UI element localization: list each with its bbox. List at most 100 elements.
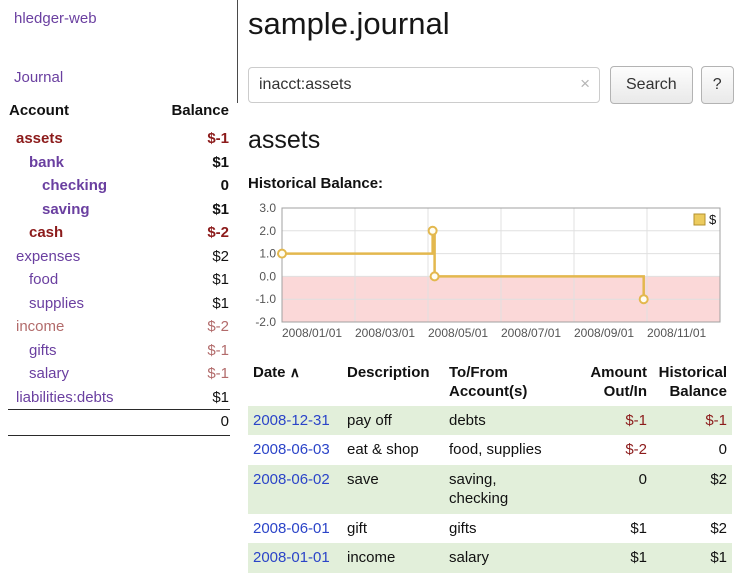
sidebar-account-link[interactable]: checking <box>42 177 108 194</box>
sidebar-account-row: food $1 <box>8 268 230 292</box>
cell-date: 2008-06-03 <box>248 435 342 465</box>
transaction-date-link[interactable]: 2008-06-01 <box>253 519 330 537</box>
sidebar-total-row: 0 <box>8 409 230 436</box>
sidebar-account-balance: $-1 <box>207 365 229 382</box>
sidebar-account-row: supplies $1 <box>8 292 230 316</box>
data-point-marker <box>638 294 649 305</box>
accounts-col-header: Account <box>9 102 69 119</box>
sort-asc-icon: ∧ <box>289 364 300 380</box>
svg-text:2008/07/01: 2008/07/01 <box>501 326 561 340</box>
sidebar-account-link[interactable]: bank <box>29 153 65 171</box>
search-button[interactable]: Search <box>610 66 693 104</box>
cell-date: 2008-06-01 <box>248 514 342 544</box>
cell-description: save <box>347 470 379 488</box>
sidebar-account-row: assets $-1 <box>8 127 230 151</box>
cell-balance: $-1 <box>705 411 727 429</box>
sidebar-account-link[interactable]: expenses <box>16 247 81 265</box>
svg-text:0.0: 0.0 <box>259 269 276 283</box>
data-point-marker <box>427 225 438 236</box>
transaction-date-link[interactable]: 2008-01-01 <box>253 549 330 566</box>
sidebar-account-balance: $1 <box>212 271 229 288</box>
sidebar-account-balance: $1 <box>212 294 229 312</box>
clear-search-icon[interactable]: × <box>580 74 590 93</box>
search-input[interactable] <box>248 67 600 103</box>
sidebar: hledger-web Journal Account Balance asse… <box>0 0 236 436</box>
svg-text:2008/01/01: 2008/01/01 <box>282 326 342 340</box>
cell-balance: $2 <box>710 519 727 537</box>
sidebar-account-link[interactable]: food <box>29 271 59 288</box>
col-header-balance[interactable]: Historical Balance <box>658 364 727 400</box>
data-point-marker <box>277 248 287 259</box>
sidebar-account-row: expenses $2 <box>8 245 230 269</box>
account-heading: assets <box>248 126 321 154</box>
nav-journal-link[interactable]: Journal <box>14 69 64 86</box>
sidebar-account-balance: $-1 <box>207 341 229 359</box>
sidebar-account-cell: income <box>8 315 150 339</box>
cell-amount: $-2 <box>625 441 647 458</box>
accounts-header-row: Account Balance <box>8 102 230 127</box>
cell-accounts: food, supplies <box>449 441 542 458</box>
sidebar-account-link[interactable]: supplies <box>29 294 85 312</box>
sidebar-account-row: salary $-1 <box>8 362 230 386</box>
sidebar-account-balance: $2 <box>212 247 229 265</box>
sidebar-account-row: liabilities:debts $1 <box>8 386 230 410</box>
sidebar-account-row: cash $-2 <box>8 221 230 245</box>
cell-date: 2008-06-02 <box>248 465 342 514</box>
cell-description: pay off <box>347 411 392 429</box>
cell-description: eat & shop <box>347 441 419 458</box>
chart-title: Historical Balance: <box>248 175 384 192</box>
svg-text:2008/03/01: 2008/03/01 <box>355 326 415 340</box>
cell-description: income <box>347 549 396 566</box>
main-panel: sample.journal × Search ? assets Histori… <box>248 0 734 573</box>
sidebar-account-row: checking 0 <box>8 174 230 198</box>
sidebar-account-row: bank $1 <box>8 151 230 175</box>
sidebar-account-balance: $-1 <box>207 130 229 147</box>
legend-label: $ <box>709 212 717 227</box>
svg-text:2008/11/01: 2008/11/01 <box>647 326 706 340</box>
col-header-date-label: Date <box>253 364 286 381</box>
sidebar-account-balance: $-2 <box>207 224 229 241</box>
table-row: 2008-12-31 pay off debts $-1 $-1 <box>248 405 732 435</box>
sidebar-account-link[interactable]: income <box>16 318 65 335</box>
cell-description: gift <box>347 519 368 537</box>
table-row: 2008-06-02 save saving, checking 0 $2 <box>248 464 732 514</box>
cell-accounts: debts <box>449 411 486 429</box>
sidebar-account-row: income $-2 <box>8 315 230 339</box>
brand-link[interactable]: hledger-web <box>14 10 97 27</box>
transaction-date-link[interactable]: 2008-06-02 <box>253 470 330 488</box>
cell-amount: $-1 <box>625 411 647 429</box>
transaction-date-link[interactable]: 2008-06-03 <box>253 441 330 458</box>
sidebar-account-row: saving $1 <box>8 198 230 222</box>
col-header-date[interactable]: Date ∧ <box>248 362 342 406</box>
table-row: 2008-06-03 eat & shop food, supplies $-2 0 <box>248 435 732 465</box>
sidebar-account-cell: food <box>8 268 150 292</box>
col-header-amount[interactable]: Amount Out/In <box>590 364 647 400</box>
register-table: Date ∧ Description To/From Account(s) Am… <box>248 362 732 573</box>
sidebar-account-link[interactable]: salary <box>29 365 70 382</box>
svg-text:2008/09/01: 2008/09/01 <box>574 326 634 340</box>
sidebar-account-link[interactable]: liabilities:debts <box>16 388 114 406</box>
svg-text:1.0: 1.0 <box>259 247 276 261</box>
col-header-description[interactable]: Description <box>347 364 430 381</box>
transaction-date-link[interactable]: 2008-12-31 <box>253 411 330 429</box>
sidebar-account-cell: expenses <box>8 245 150 269</box>
sidebar-total: 0 <box>149 409 230 436</box>
sidebar-account-link[interactable]: saving <box>42 200 90 218</box>
svg-text:2.0: 2.0 <box>259 224 276 238</box>
legend-swatch <box>693 213 706 226</box>
sidebar-account-link[interactable]: assets <box>16 130 63 147</box>
table-row: 2008-01-01 income salary $1 $1 <box>248 543 732 573</box>
sidebar-account-balance: $1 <box>212 153 229 171</box>
sidebar-account-balance: $1 <box>212 388 229 406</box>
cell-accounts: saving, checking <box>449 470 509 508</box>
sidebar-account-cell: assets <box>8 127 150 151</box>
help-button[interactable]: ? <box>700 66 734 104</box>
sidebar-account-cell: cash <box>8 221 150 245</box>
search-form: × Search ? <box>248 66 734 104</box>
balance-col-header: Balance <box>171 102 229 119</box>
svg-text:-2.0: -2.0 <box>255 315 276 329</box>
cell-balance: $2 <box>710 470 727 488</box>
sidebar-account-link[interactable]: cash <box>29 224 64 241</box>
col-header-accounts[interactable]: To/From Account(s) <box>449 364 528 400</box>
sidebar-account-link[interactable]: gifts <box>29 341 57 359</box>
